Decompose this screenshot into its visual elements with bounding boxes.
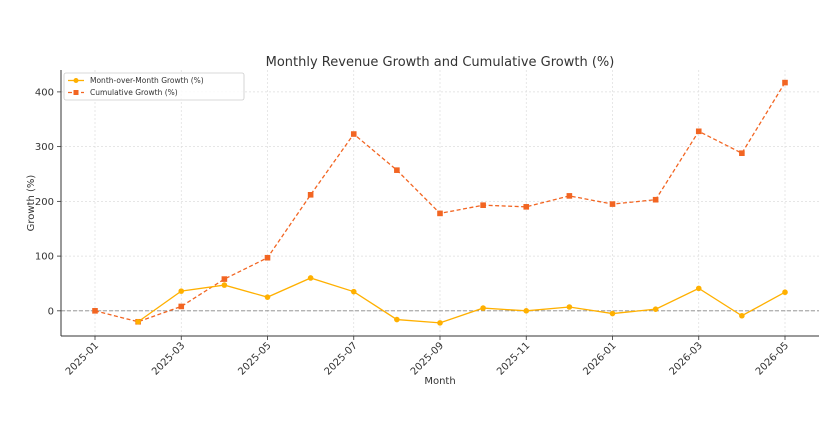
legend-marker-square — [73, 90, 79, 95]
data-point-circle — [782, 289, 788, 296]
legend: Month-over-Month Growth (%) Cumulative Gr… — [63, 72, 245, 101]
data-point-square — [178, 303, 185, 310]
data-point-square — [307, 191, 314, 198]
series-line-0 — [137, 277, 786, 324]
data-point-square — [394, 167, 400, 173]
data-point-circle — [695, 285, 702, 292]
x-tick-label: 2026-03 — [668, 340, 705, 377]
x-tick-label: 2026-01 — [581, 340, 618, 377]
data-point-circle — [221, 282, 228, 288]
x-tick-label: 2025-03 — [150, 340, 187, 377]
data-point-square — [221, 276, 228, 282]
data-point-square — [264, 254, 271, 261]
data-point-circle — [394, 316, 400, 323]
data-point-square — [566, 193, 573, 199]
legend-marker-circle — [73, 78, 79, 83]
data-point-square — [523, 204, 530, 210]
x-tick-label: 2025-05 — [236, 340, 273, 377]
data-point-circle — [307, 275, 314, 281]
data-point-square — [609, 201, 616, 207]
data-point-circle — [739, 312, 745, 319]
x-axis-label: Month — [424, 376, 455, 387]
data-point-circle — [652, 306, 659, 312]
data-point-square — [92, 308, 98, 314]
legend-label-0: Month-over-Month Growth (%) — [90, 76, 204, 85]
y-tick-label: 100 — [35, 252, 54, 263]
data-point-circle — [437, 320, 443, 326]
y-tick-label: 200 — [35, 197, 54, 208]
legend-label-1: Cumulative Growth (%) — [90, 88, 178, 97]
data-point-circle — [480, 305, 486, 311]
data-point-circle — [350, 288, 357, 295]
ticks: 0 100 200 300 400 2025-01 2025-03 2025-05 2025-0… — [35, 87, 791, 377]
data-point-circle — [566, 304, 573, 310]
data-point-circle — [609, 310, 616, 317]
x-tick-label: 2026-05 — [754, 340, 791, 377]
data-point-square — [437, 210, 443, 217]
data-point-square — [652, 196, 659, 203]
x-tick-label: 2025-01 — [64, 340, 101, 377]
data-point-circle — [264, 294, 271, 300]
data-point-square — [739, 150, 745, 156]
data-point-circle — [135, 318, 141, 325]
x-tick-label: 2025-09 — [409, 340, 446, 377]
y-tick-label: 400 — [35, 87, 54, 98]
x-tick-label: 2025-07 — [323, 340, 360, 377]
data-point-square — [350, 131, 357, 137]
y-axis-label: Growth (%) — [26, 175, 37, 232]
data-point-circle — [523, 308, 530, 314]
data-point-circle — [178, 288, 185, 294]
data-point-square — [695, 128, 702, 135]
y-tick-label: 0 — [48, 306, 54, 317]
x-tick-label: 2025-11 — [495, 340, 532, 377]
series-group — [92, 79, 788, 326]
data-point-square — [782, 79, 788, 86]
chart-title: Monthly Revenue Growth and Cumulative Gr… — [266, 55, 615, 70]
grid — [61, 70, 819, 336]
data-point-square — [480, 202, 486, 208]
legend-box — [63, 72, 245, 101]
y-tick-label: 300 — [35, 142, 54, 153]
